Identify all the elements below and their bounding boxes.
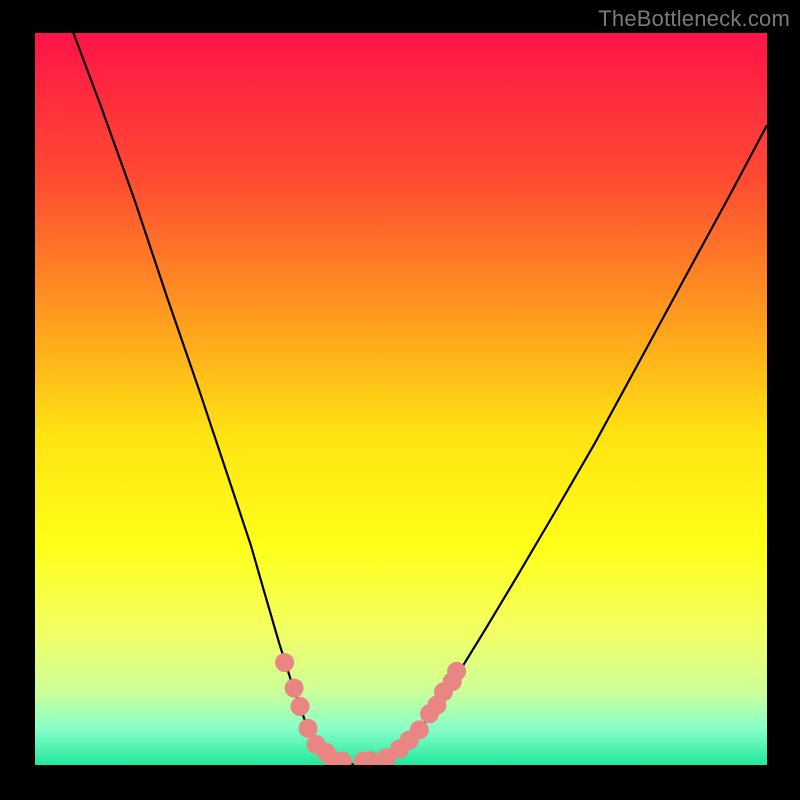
watermark: TheBottleneck.com xyxy=(598,6,790,32)
data-point xyxy=(276,654,294,672)
bottleneck-plot xyxy=(0,0,800,800)
plot-panel xyxy=(35,33,767,765)
data-point xyxy=(410,721,428,739)
data-point xyxy=(333,752,351,770)
data-point xyxy=(361,752,379,770)
data-point xyxy=(448,662,466,680)
data-point xyxy=(291,697,309,715)
data-point xyxy=(285,679,303,697)
stage: TheBottleneck.com xyxy=(0,0,800,800)
data-point xyxy=(299,719,317,737)
